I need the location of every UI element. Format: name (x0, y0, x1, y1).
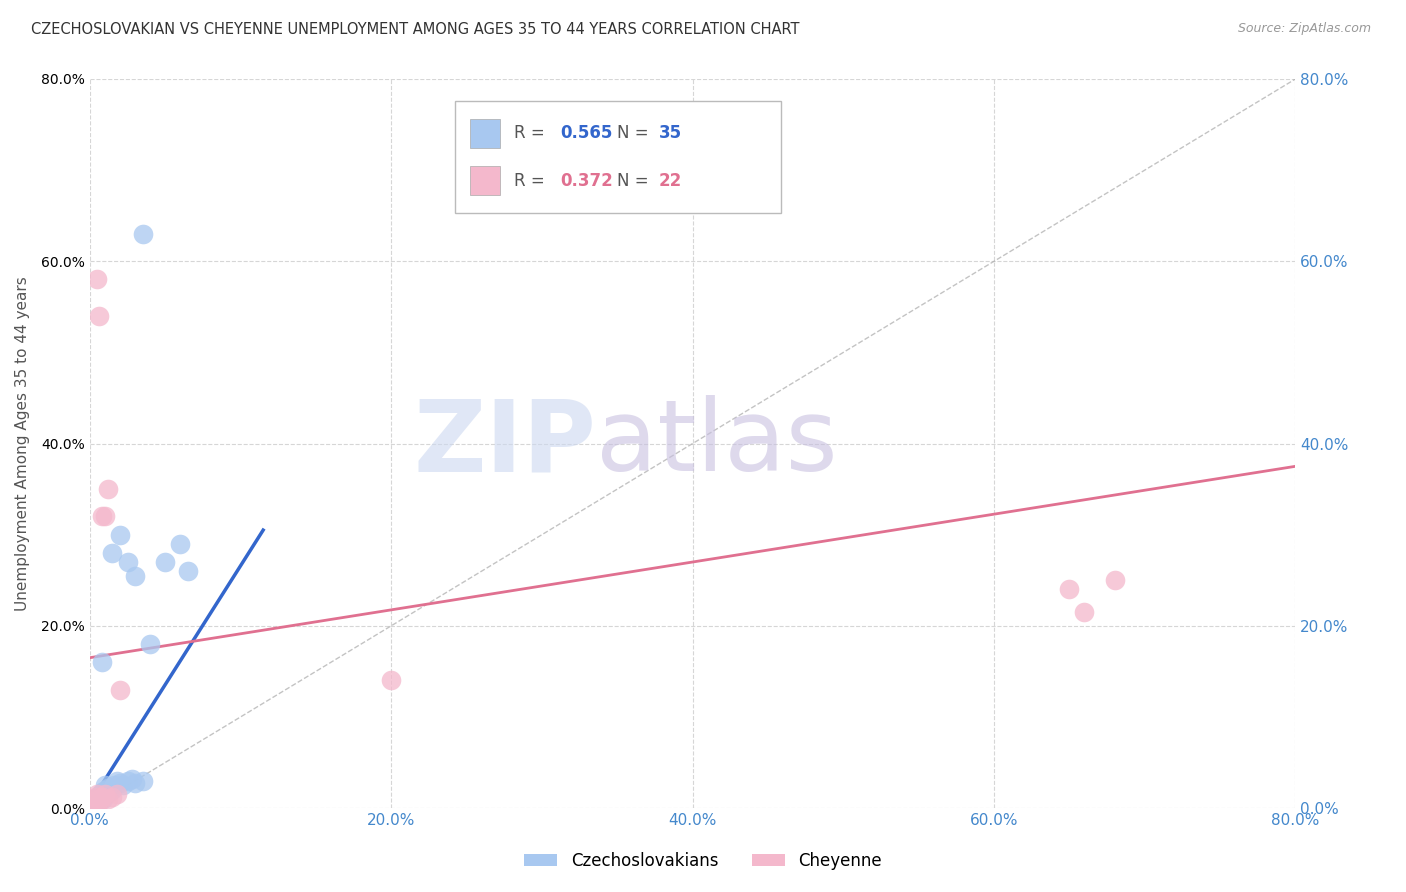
Text: CZECHOSLOVAKIAN VS CHEYENNE UNEMPLOYMENT AMONG AGES 35 TO 44 YEARS CORRELATION C: CZECHOSLOVAKIAN VS CHEYENNE UNEMPLOYMENT… (31, 22, 800, 37)
Point (87, 794, 110, 808)
Point (83, 794, 105, 808)
Point (121, 772, 143, 786)
Point (97, 792, 120, 806)
Point (124, 568, 146, 582)
Point (96, 788, 118, 802)
Point (103, 778, 125, 792)
Point (94, 778, 117, 792)
Point (1059, 582, 1081, 597)
Point (108, 527, 131, 541)
Point (93, 792, 115, 806)
Text: Source: ZipAtlas.com: Source: ZipAtlas.com (1237, 22, 1371, 36)
Text: R =: R = (515, 171, 550, 190)
Point (87, 792, 110, 806)
Point (117, 555, 139, 569)
Text: 22: 22 (659, 171, 682, 190)
Point (90, 790, 112, 805)
Point (101, 782, 124, 797)
Point (111, 778, 134, 792)
Point (82, 797, 104, 811)
Point (105, 788, 128, 802)
Point (94, 509, 117, 524)
Y-axis label: Unemployment Among Ages 35 to 44 years: Unemployment Among Ages 35 to 44 years (15, 277, 30, 611)
Point (108, 682, 131, 697)
Point (84, 796, 107, 810)
Point (97, 780, 120, 795)
FancyBboxPatch shape (456, 101, 780, 213)
Point (153, 555, 176, 569)
Point (86, 797, 108, 811)
Point (131, 773, 153, 788)
Text: R =: R = (515, 124, 550, 143)
Point (117, 773, 139, 788)
Point (83, 794, 105, 808)
Point (87, 309, 110, 323)
Point (98, 785, 121, 799)
Text: N =: N = (617, 124, 654, 143)
Point (86, 788, 108, 802)
Point (89, 792, 111, 806)
Point (86, 790, 108, 805)
Text: atlas: atlas (596, 395, 838, 492)
Point (86, 272, 108, 286)
Legend: Czechoslovakians, Cheyenne: Czechoslovakians, Cheyenne (517, 846, 889, 877)
Text: 35: 35 (659, 124, 682, 143)
Point (101, 546, 124, 560)
Point (108, 775, 131, 789)
Point (131, 227, 153, 241)
Point (94, 788, 117, 802)
Point (124, 775, 146, 789)
Text: 0.372: 0.372 (560, 171, 613, 190)
Point (90, 790, 112, 805)
Point (84, 790, 107, 805)
Point (90, 655, 112, 669)
Point (90, 509, 112, 524)
FancyBboxPatch shape (470, 119, 499, 148)
Text: N =: N = (617, 171, 654, 190)
Point (380, 673, 402, 688)
Point (139, 637, 162, 651)
FancyBboxPatch shape (470, 166, 499, 195)
Point (177, 564, 200, 578)
Text: ZIP: ZIP (413, 395, 596, 492)
Point (97, 482, 120, 496)
Point (1104, 573, 1126, 587)
Point (1073, 605, 1095, 619)
Point (86, 792, 108, 806)
Point (82, 792, 104, 806)
Point (89, 794, 111, 808)
Point (105, 773, 128, 788)
Point (90, 785, 112, 799)
Text: 0.565: 0.565 (560, 124, 613, 143)
Point (101, 790, 124, 805)
Point (89, 788, 111, 802)
Point (94, 782, 117, 797)
Point (169, 537, 191, 551)
